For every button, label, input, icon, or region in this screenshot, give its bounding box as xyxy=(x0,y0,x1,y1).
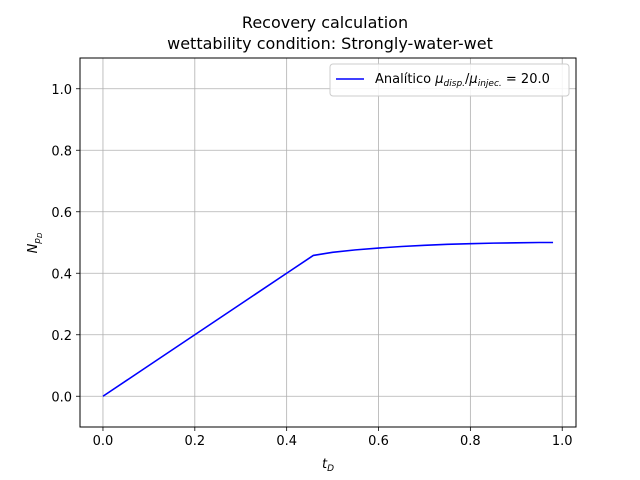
y-axis-label-subsub: D xyxy=(36,232,44,238)
grid-lines xyxy=(80,58,576,427)
legend-label: Analítico μdisp./μinjec. = 20.0 xyxy=(375,72,550,89)
x-axis-label-main: t xyxy=(322,457,328,472)
legend-mu-2: μ xyxy=(468,72,477,87)
y-tick-label: 0.8 xyxy=(51,144,72,159)
series-line xyxy=(102,241,554,397)
y-tick-label: 0.6 xyxy=(51,206,72,221)
legend-slash: / xyxy=(465,72,470,87)
x-tick-label: 1.0 xyxy=(552,434,573,449)
y-axis-label-main: N xyxy=(26,243,41,253)
legend: Analítico μdisp./μinjec. = 20.0 xyxy=(329,63,570,97)
legend-mu-1: μ xyxy=(434,72,443,87)
x-tick-label: 0.6 xyxy=(368,434,389,449)
x-tick-label: 0.0 xyxy=(93,434,114,449)
plot-frame xyxy=(79,57,577,428)
y-axis-label: NpD xyxy=(26,232,44,253)
y-tick-label: 1.0 xyxy=(51,83,72,98)
x-tick-label: 0.4 xyxy=(276,434,297,449)
y-tick-label: 0.4 xyxy=(51,267,72,282)
x-tick-label: 0.2 xyxy=(184,434,205,449)
legend-sub-2: injec. xyxy=(478,79,502,89)
x-tick-label: 0.8 xyxy=(460,434,481,449)
legend-suffix: = 20.0 xyxy=(502,72,550,87)
legend-box xyxy=(329,63,570,97)
x-axis-label: tD xyxy=(322,457,334,474)
y-axis-label-sub: p xyxy=(33,238,43,245)
y-ticks: 0.0 0.2 0.4 0.6 0.8 1.0 xyxy=(51,83,80,405)
y-tick-label: 0.2 xyxy=(51,329,72,344)
chart-subtitle: wettability condition: Strongly-water-we… xyxy=(167,34,493,53)
legend-prefix: Analítico xyxy=(375,72,435,87)
x-ticks: 0.0 0.2 0.4 0.6 0.8 1.0 xyxy=(93,427,573,449)
legend-sub-1: disp. xyxy=(444,79,465,89)
x-axis-label-sub: D xyxy=(327,464,334,474)
y-tick-label: 0.0 xyxy=(51,390,72,405)
chart-title: Recovery calculation xyxy=(242,13,408,32)
series-group xyxy=(102,241,554,397)
